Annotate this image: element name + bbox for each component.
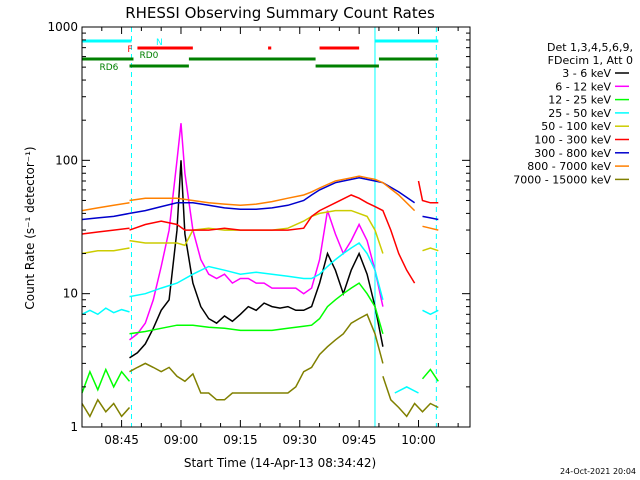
legend-label-300-800-kev: 300 - 800 keV [534, 147, 611, 160]
x-tick-label-10-00: 10:00 [401, 433, 436, 447]
y-tick-label-1000: 1000 [47, 20, 78, 34]
series-25-50-kev-segment-0 [81, 307, 130, 316]
y-tick-label-1: 1 [70, 420, 78, 434]
legend-label-800-7000-kev: 800 - 7000 keV [527, 160, 611, 173]
plot-frame [81, 26, 471, 428]
series-7000-15000-kev-segment-0 [81, 398, 131, 418]
x-tick-label-09-30: 09:30 [282, 433, 317, 447]
chart-title: RHESSI Observing Summary Count Rates [125, 4, 435, 22]
flag-label-f: F [127, 45, 132, 55]
series-12-25-kev-segment-1 [129, 282, 384, 335]
series-7000-15000-kev-segment-1 [129, 313, 384, 401]
series-50-100-kev-segment-0 [81, 247, 130, 255]
series-7000-15000-kev-segment-2 [382, 376, 439, 418]
x-axis: 08:45 09:00 09:15 09:30 09:45 10:00 [101, 27, 459, 447]
flag-label-rd0: RD0 [139, 51, 158, 61]
series-25-50-kev-segment-1 [129, 241, 384, 300]
timestamp: 24-Oct-2021 20:04 [560, 467, 636, 476]
legend-header-0: Det 1,3,4,5,6,9, [547, 41, 633, 54]
legend: Det 1,3,4,5,6,9,FDecim 1, Att 03 - 6 keV… [513, 41, 633, 186]
legend-label-7000-15000-kev: 7000 - 15000 keV [513, 173, 611, 186]
series-50-100-kev-segment-2 [422, 247, 439, 252]
x-tick-label-09-15: 09:15 [223, 433, 258, 447]
y-axis-label: Count Rate (s⁻¹ detector⁻¹) [23, 146, 37, 309]
legend-label-3-6-kev: 3 - 6 keV [562, 67, 611, 80]
flag-label-n: N [156, 38, 163, 48]
plot-data: N F RD0 RD6 [81, 27, 439, 427]
x-tick-label-09-45: 09:45 [342, 433, 377, 447]
series-3-6-kev-segment-0 [129, 160, 384, 359]
series-25-50-kev-segment-2 [394, 386, 419, 394]
series-800-7000-kev-segment-2 [422, 225, 439, 231]
series-12-25-kev-segment-2 [421, 368, 439, 382]
series-6-12-kev-segment-0 [129, 123, 384, 341]
series-100-300-kev-segment-0 [81, 227, 130, 235]
series-12-25-kev-segment-0 [81, 367, 131, 394]
series-25-50-kev-segment-3 [422, 309, 439, 316]
series-300-800-kev-segment-1 [129, 177, 416, 215]
series-800-7000-kev-segment-0 [81, 202, 130, 212]
legend-label-12-25-kev: 12 - 25 keV [548, 94, 611, 107]
series-300-800-kev-segment-0 [81, 212, 130, 221]
series-800-7000-kev-segment-1 [129, 175, 416, 212]
x-axis-label: Start Time (14-Apr-13 08:34:42) [184, 456, 376, 470]
y-tick-label-10: 10 [63, 287, 78, 301]
x-tick-label-08-45: 08:45 [104, 433, 139, 447]
legend-label-6-12-kev: 6 - 12 keV [555, 80, 611, 93]
series-100-300-kev-segment-1 [129, 194, 416, 284]
series-100-300-kev-segment-2 [417, 180, 439, 204]
x-tick-label-09-00: 09:00 [164, 433, 199, 447]
legend-header-1: FDecim 1, Att 0 [548, 54, 633, 67]
y-tick-label-100: 100 [55, 153, 78, 167]
series-300-800-kev-segment-2 [422, 215, 439, 221]
y-axis: 1 10 100 1000 [47, 20, 470, 434]
plot-border [81, 26, 471, 428]
legend-label-25-50-kev: 25 - 50 keV [548, 107, 611, 120]
flag-label-rd6: RD6 [100, 63, 119, 73]
legend-label-100-300-kev: 100 - 300 keV [534, 134, 611, 147]
legend-label-50-100-kev: 50 - 100 keV [541, 120, 611, 133]
